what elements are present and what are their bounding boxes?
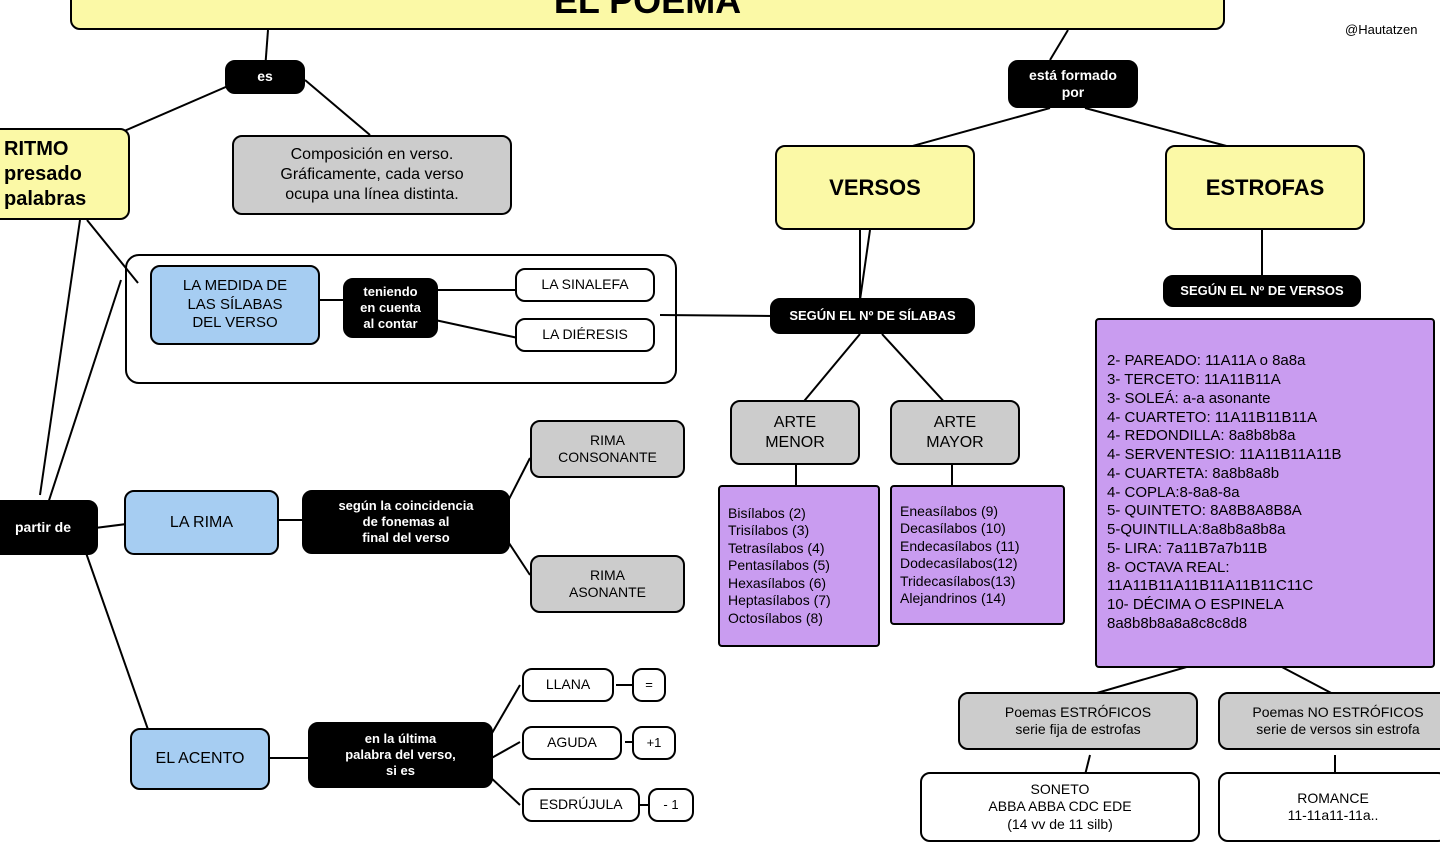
node-esdrujula-val: - 1 — [648, 788, 694, 822]
list-arte-mayor: Eneasílabos (9) Decasílabos (10) Endecas… — [890, 485, 1065, 625]
node-llana: LLANA — [522, 668, 614, 702]
node-el-acento: EL ACENTO — [130, 728, 270, 790]
node-aguda-val: +1 — [632, 726, 676, 760]
node-arte-mayor: ARTE MAYOR — [890, 400, 1020, 465]
node-versos: VERSOS — [775, 145, 975, 230]
connector-segun-versos: SEGÚN EL Nº DE VERSOS — [1163, 275, 1361, 307]
node-soneto: SONETO ABBA ABBA CDC EDE (14 vv de 11 si… — [920, 772, 1200, 842]
node-sinalefa: LA SINALEFA — [515, 268, 655, 302]
node-medida: LA MEDIDA DE LAS SÍLABAS DEL VERSO — [150, 265, 320, 345]
node-estroficos: Poemas ESTRÓFICOS serie fija de estrofas — [958, 692, 1198, 750]
node-arte-menor: ARTE MENOR — [730, 400, 860, 465]
title-node: EL POEMA — [70, 0, 1225, 30]
connector-ultima-palabra: en la última palabra del verso, si es — [308, 722, 493, 788]
node-dieresis: LA DIÉRESIS — [515, 318, 655, 352]
list-estrofas: 2- PAREADO: 11A11A o 8a8a 3- TERCETO: 11… — [1095, 318, 1435, 668]
node-aguda: AGUDA — [522, 726, 622, 760]
connector-es: es — [225, 60, 305, 94]
node-ritmo: RITMO presado palabras — [0, 128, 130, 220]
connector-segun-silabas: SEGÚN EL Nº DE SÍLABAS — [770, 298, 975, 334]
node-rima-asonante: RIMA ASONANTE — [530, 555, 685, 613]
connector-coincidencia: según la coincidencia de fonemas al fina… — [302, 490, 510, 554]
connector-partir-de: partir de — [0, 500, 98, 555]
node-la-rima: LA RIMA — [124, 490, 279, 555]
node-descripcion: Composición en verso. Gráficamente, cada… — [232, 135, 512, 215]
connector-teniendo: teniendo en cuenta al contar — [343, 278, 438, 338]
node-esdrujula: ESDRÚJULA — [522, 788, 640, 822]
attribution: @Hautatzen — [1345, 22, 1417, 37]
connector-formado: está formado por — [1008, 60, 1138, 108]
node-no-estroficos: Poemas NO ESTRÓFICOS serie de versos sin… — [1218, 692, 1440, 750]
node-rima-consonante: RIMA CONSONANTE — [530, 420, 685, 478]
node-estrofas: ESTROFAS — [1165, 145, 1365, 230]
list-arte-menor: Bisílabos (2) Trisílabos (3) Tetrasílabo… — [718, 485, 880, 647]
node-llana-val: = — [632, 668, 666, 702]
node-romance: ROMANCE 11-11a11-11a.. — [1218, 772, 1440, 842]
